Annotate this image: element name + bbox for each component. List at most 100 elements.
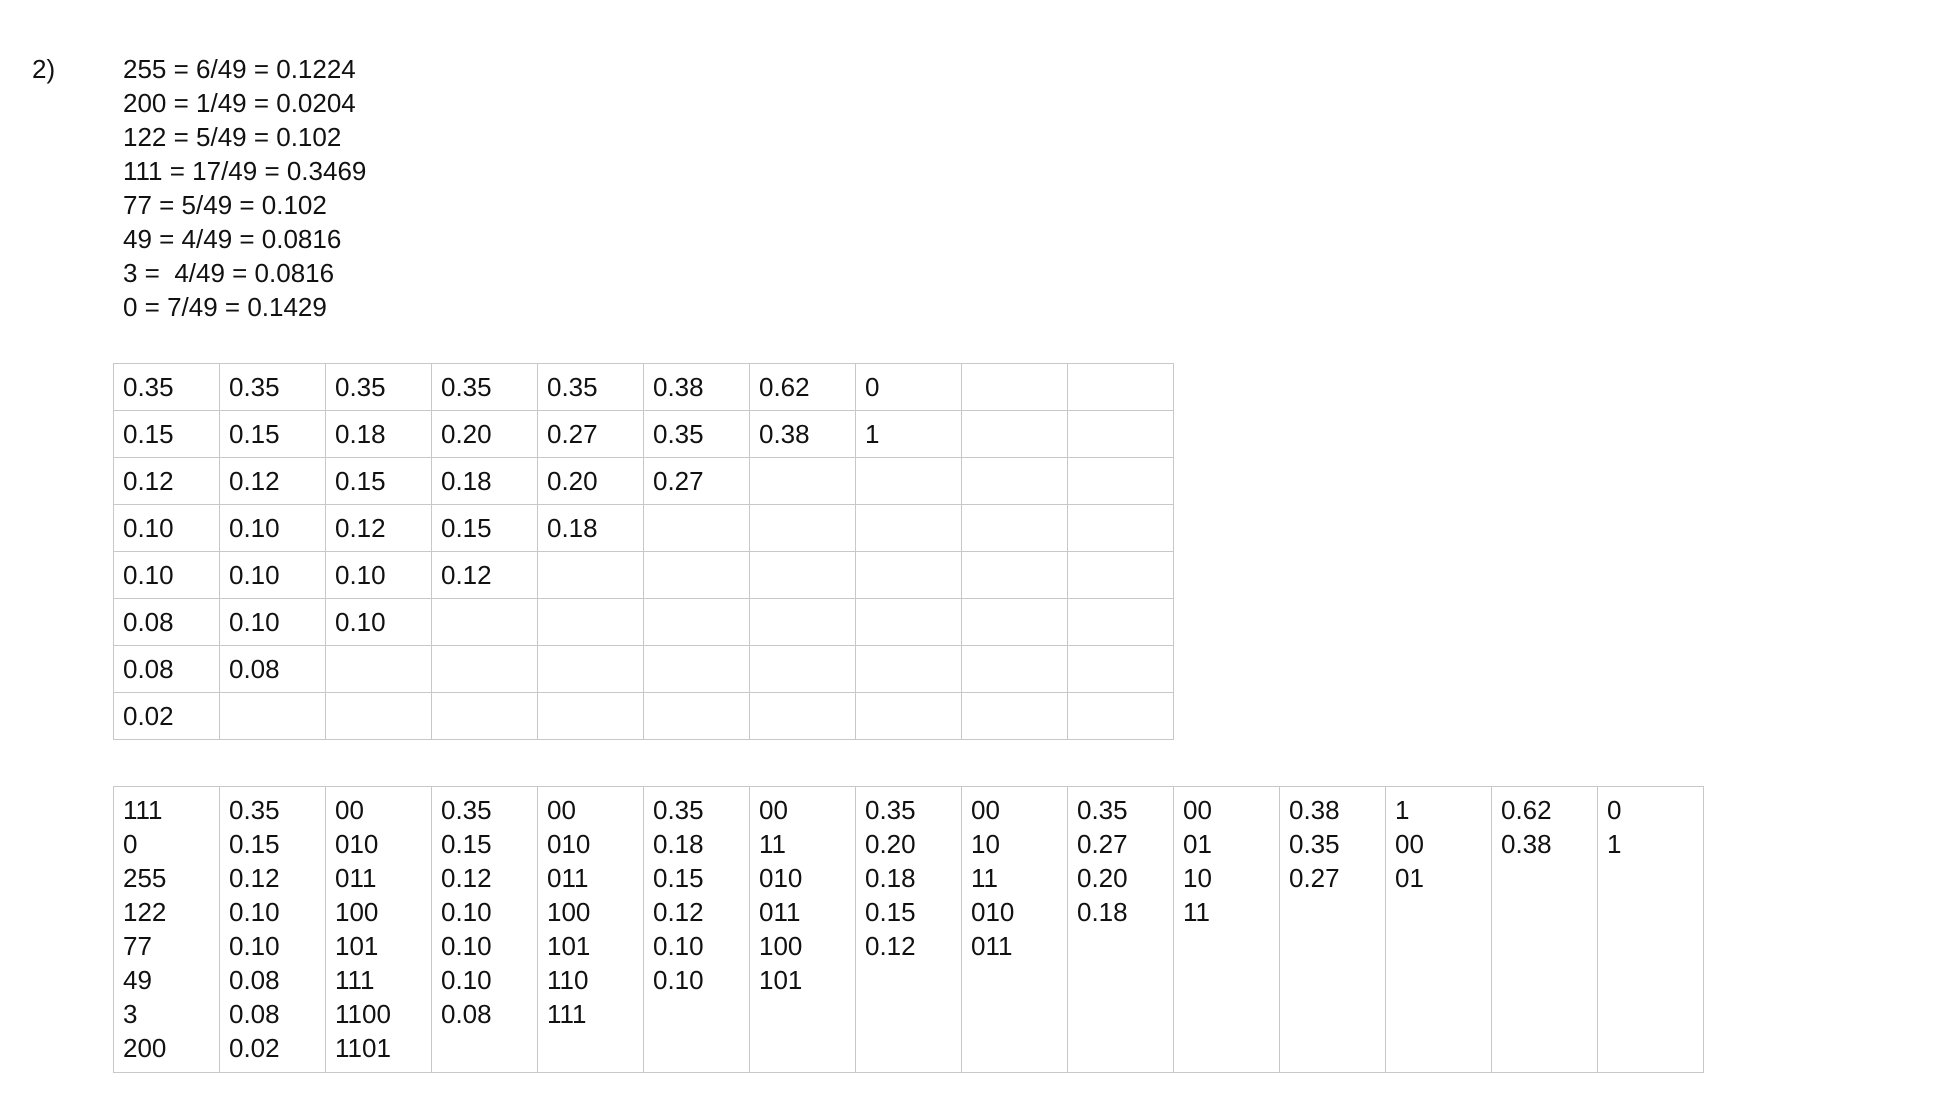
cell-line: 111	[123, 795, 163, 825]
table-cell	[643, 504, 750, 552]
table-cell	[1067, 457, 1174, 505]
table-cell	[749, 645, 856, 693]
table-cell	[855, 504, 962, 552]
cell-line: 0.12	[441, 863, 492, 893]
table-cell: 0.15	[431, 504, 538, 552]
table-cell	[855, 692, 962, 740]
table-cell: 0.35	[219, 363, 326, 411]
cell-line: 0	[1607, 795, 1622, 825]
table-cell	[431, 598, 538, 646]
cell-line: 0.15	[441, 829, 492, 859]
cell-line: 100	[759, 931, 803, 961]
cell-line: 49	[123, 965, 152, 995]
table-cell	[643, 598, 750, 646]
table-cell: 0.20	[537, 457, 644, 505]
table-cell	[961, 692, 1068, 740]
cell-line: 010	[547, 829, 591, 859]
cell-line: 101	[547, 931, 591, 961]
equation-line: 200 = 1/49 = 0.0204	[123, 88, 356, 118]
table-cell	[325, 645, 432, 693]
table-cell: 0.27	[643, 457, 750, 505]
equation-line: 0 = 7/49 = 0.1429	[123, 292, 327, 322]
table-cell	[961, 363, 1068, 411]
table-cell	[961, 551, 1068, 599]
table-row: 0.08 0.08	[113, 645, 1174, 693]
cell-line: 0.18	[653, 829, 704, 859]
table-cell	[749, 598, 856, 646]
table-cell	[431, 692, 538, 740]
table-cell	[855, 457, 962, 505]
table-cell: 0.10	[113, 504, 220, 552]
question-number: 2)	[32, 54, 56, 84]
table-column-cell: 0.35 0.18 0.15 0.12 0.10 0.10	[643, 786, 750, 1073]
cell-line: 0.10	[441, 965, 492, 995]
cell-line: 0.08	[229, 965, 280, 995]
table-cell: 0.08	[219, 645, 326, 693]
table-cell	[749, 551, 856, 599]
table-cell: 0.20	[431, 410, 538, 458]
table-cell: 0.08	[113, 645, 220, 693]
cell-line: 1	[1607, 829, 1622, 859]
cell-line: 0.35	[653, 795, 704, 825]
huffman-code-table: 111 0 255 122 77 49 3 200 0.35 0.15 0.12 0.10 0.10 0.…	[113, 786, 1704, 1073]
table-cell	[537, 551, 644, 599]
table-cell	[1067, 598, 1174, 646]
cell-line: 011	[335, 863, 377, 893]
table-cell	[325, 692, 432, 740]
cell-line: 011	[759, 897, 801, 927]
cell-line: 00	[759, 795, 788, 825]
table-cell: 0.08	[113, 598, 220, 646]
table-cell	[749, 692, 856, 740]
table-cell: 0.10	[219, 504, 326, 552]
table-cell: 0.35	[537, 363, 644, 411]
table-cell: 0.38	[749, 410, 856, 458]
cell-line: 0.35	[865, 795, 916, 825]
table-cell: 0.18	[325, 410, 432, 458]
equation-line: 122 = 5/49 = 0.102	[123, 122, 342, 152]
probability-equations: 255 = 6/49 = 0.1224 200 = 1/49 = 0.0204 …	[123, 52, 366, 324]
cell-line: 0.12	[653, 897, 704, 927]
table-cell	[855, 598, 962, 646]
cell-line: 0.10	[653, 931, 704, 961]
table-cell: 0.12	[219, 457, 326, 505]
cell-line: 00	[971, 795, 1000, 825]
table-column-cell: 00 010 011 100 101 110 111	[537, 786, 644, 1073]
cell-line: 0.35	[1077, 795, 1128, 825]
cell-line: 0.15	[865, 897, 916, 927]
cell-line: 00	[547, 795, 576, 825]
table-cell	[537, 598, 644, 646]
cell-line: 101	[759, 965, 803, 995]
table-row: 0.08 0.10 0.10	[113, 598, 1174, 646]
table-cell: 0.15	[219, 410, 326, 458]
table-cell: 0.10	[219, 551, 326, 599]
cell-line: 11	[1183, 897, 1210, 927]
cell-line: 100	[547, 897, 591, 927]
cell-line: 00	[335, 795, 364, 825]
cell-line: 0.27	[1289, 863, 1340, 893]
cell-line: 010	[759, 863, 803, 893]
cell-line: 0.12	[229, 863, 280, 893]
cell-line: 0.35	[1289, 829, 1340, 859]
table-column-cell: 0.35 0.15 0.12 0.10 0.10 0.08 0.08 0.02	[219, 786, 326, 1073]
table-column-cell: 0.35 0.20 0.18 0.15 0.12	[855, 786, 962, 1073]
table-column-cell: 0.38 0.35 0.27	[1279, 786, 1386, 1073]
cell-line: 0.10	[653, 965, 704, 995]
cell-line: 11	[759, 829, 786, 859]
table-cell: 0.12	[431, 551, 538, 599]
cell-line: 0.10	[229, 931, 280, 961]
cell-line: 0.38	[1289, 795, 1340, 825]
cell-line: 0.15	[229, 829, 280, 859]
table-cell: 0.35	[325, 363, 432, 411]
table-cell: 0.35	[643, 410, 750, 458]
table-cell: 0.18	[431, 457, 538, 505]
table-cell: 1	[855, 410, 962, 458]
cell-line: 01	[1183, 829, 1212, 859]
table-column-cell: 00 01 10 11	[1173, 786, 1280, 1073]
table-cell: 0.10	[219, 598, 326, 646]
cell-line: 011	[547, 863, 589, 893]
table-cell	[643, 551, 750, 599]
cell-line: 1	[1395, 795, 1410, 825]
cell-line: 0.18	[865, 863, 916, 893]
table-cell	[643, 692, 750, 740]
